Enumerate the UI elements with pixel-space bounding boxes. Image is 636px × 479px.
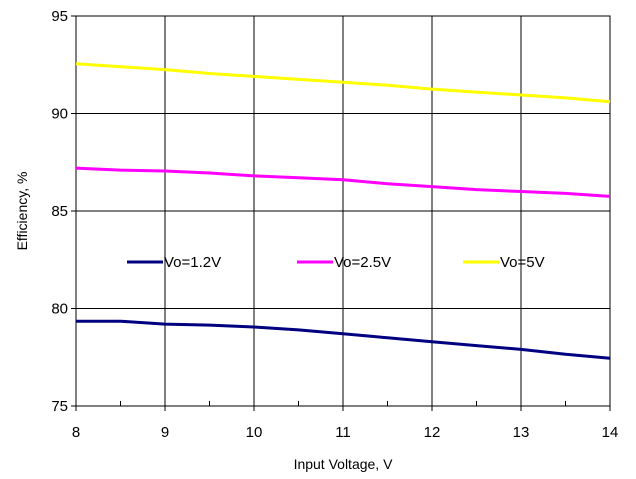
y-tick-labels: 75 80 85 90 95 <box>51 8 68 415</box>
x-axis-title: Input Voltage, V <box>294 456 394 472</box>
y-tick-label: 80 <box>51 301 68 318</box>
y-tick-label: 90 <box>51 106 68 123</box>
x-tick-label: 9 <box>161 424 169 441</box>
y-tick-label: 85 <box>51 203 68 220</box>
minor-ticks <box>120 401 566 406</box>
x-tick-label: 13 <box>513 424 530 441</box>
legend-label-0: Vo=1.2V <box>164 254 221 271</box>
legend-label-1: Vo=2.5V <box>334 254 391 271</box>
plot-area-border <box>75 15 611 407</box>
series-line-2 <box>75 62 611 104</box>
x-tick-label: 12 <box>424 424 441 441</box>
series-layer <box>75 62 611 360</box>
x-tick-label: 14 <box>602 424 619 441</box>
x-tick-label: 11 <box>335 424 351 441</box>
legend: Vo=1.2V Vo=2.5V Vo=5V <box>127 254 545 271</box>
x-tick-label: 8 <box>72 424 80 441</box>
y-tick-label: 95 <box>51 8 68 25</box>
x-tick-label: 10 <box>246 424 263 441</box>
x-tick-labels: 8 9 10 11 12 13 14 <box>72 424 619 441</box>
series-line-1 <box>75 166 611 198</box>
series-line-0 <box>76 319 611 360</box>
y-tick-label: 75 <box>51 398 68 415</box>
legend-label-2: Vo=5V <box>500 254 545 271</box>
y-axis-title: Efficiency, % <box>14 172 30 251</box>
